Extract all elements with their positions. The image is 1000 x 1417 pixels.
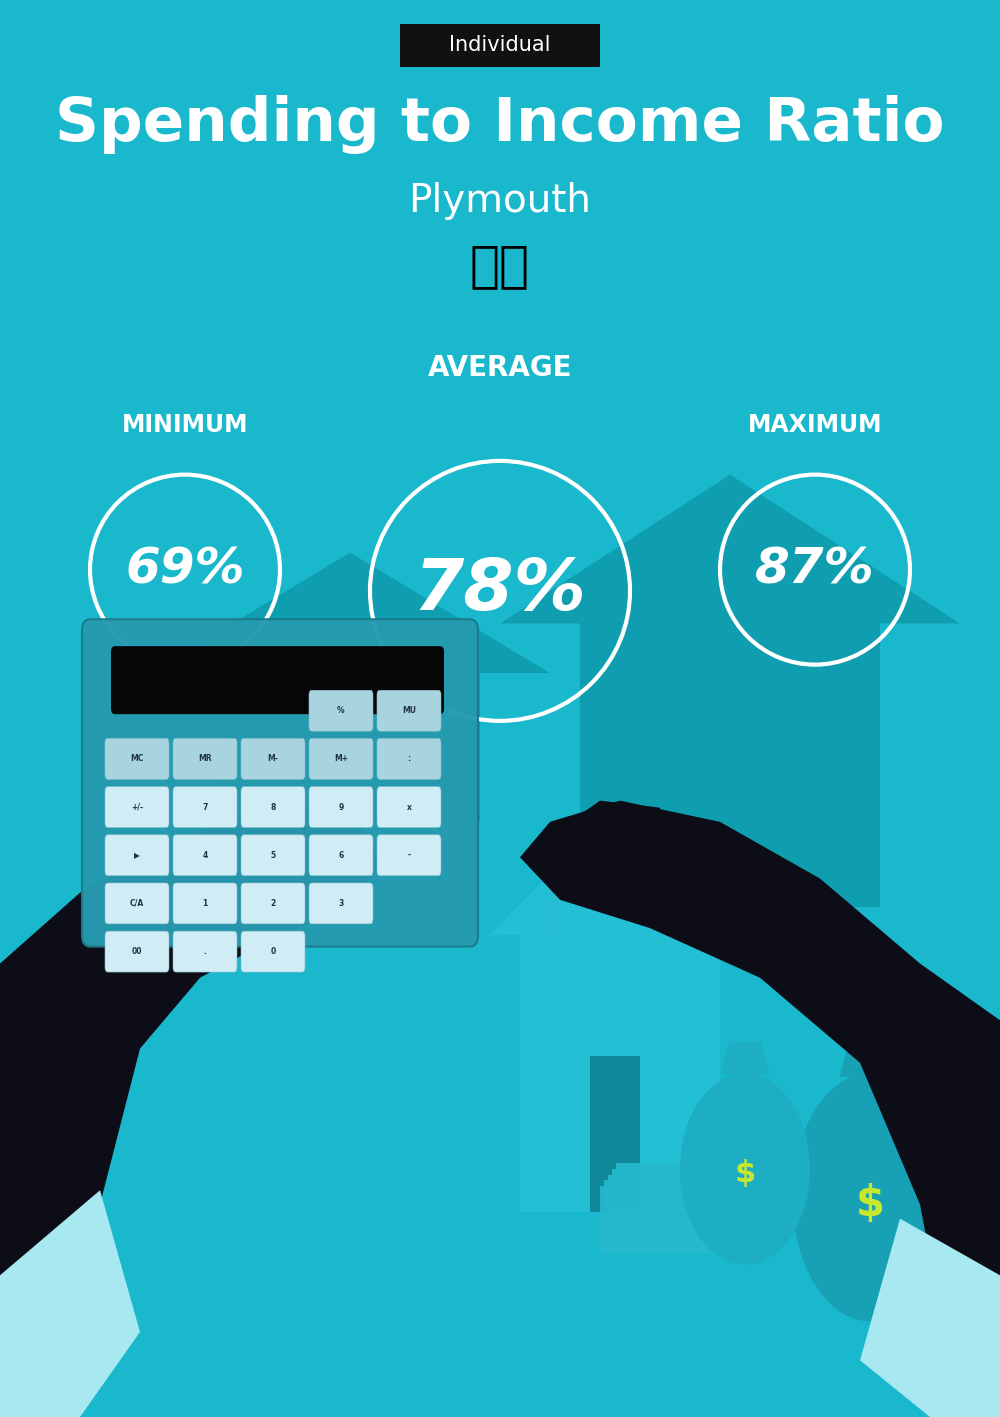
Text: 6: 6 <box>338 850 344 860</box>
Polygon shape <box>520 801 1000 1417</box>
Text: 2: 2 <box>270 898 276 908</box>
Text: MINIMUM: MINIMUM <box>122 414 248 436</box>
FancyBboxPatch shape <box>241 883 305 924</box>
FancyBboxPatch shape <box>105 883 169 924</box>
Text: AVERAGE: AVERAGE <box>428 354 572 383</box>
FancyBboxPatch shape <box>309 835 373 876</box>
Text: :: : <box>407 754 411 764</box>
Text: 7: 7 <box>202 802 208 812</box>
Text: MAXIMUM: MAXIMUM <box>748 414 882 436</box>
Text: 8: 8 <box>270 802 276 812</box>
Text: 4: 4 <box>202 850 208 860</box>
FancyBboxPatch shape <box>377 835 441 876</box>
Text: 9: 9 <box>338 802 344 812</box>
Text: C/A: C/A <box>130 898 144 908</box>
FancyBboxPatch shape <box>309 738 373 779</box>
FancyBboxPatch shape <box>377 738 441 779</box>
Text: Spending to Income Ratio: Spending to Income Ratio <box>55 95 945 154</box>
FancyBboxPatch shape <box>241 931 305 972</box>
Text: %: % <box>337 706 345 716</box>
FancyBboxPatch shape <box>105 738 169 779</box>
FancyBboxPatch shape <box>616 1163 786 1231</box>
Text: Plymouth: Plymouth <box>409 183 591 220</box>
Polygon shape <box>590 1056 640 1212</box>
Text: +/-: +/- <box>131 802 143 812</box>
Text: 🇬🇧: 🇬🇧 <box>470 242 530 290</box>
FancyBboxPatch shape <box>241 738 305 779</box>
Text: Individual: Individual <box>449 35 551 55</box>
Text: $: $ <box>734 1159 756 1187</box>
Text: $: $ <box>856 1183 885 1226</box>
FancyBboxPatch shape <box>105 835 169 876</box>
Text: MR: MR <box>198 754 212 764</box>
Text: -: - <box>407 850 411 860</box>
Polygon shape <box>580 623 880 907</box>
FancyBboxPatch shape <box>173 883 237 924</box>
FancyBboxPatch shape <box>309 883 373 924</box>
Polygon shape <box>0 808 380 1417</box>
FancyBboxPatch shape <box>377 690 441 731</box>
Text: 1: 1 <box>202 898 208 908</box>
Text: MU: MU <box>402 706 416 716</box>
Text: M-: M- <box>268 754 278 764</box>
FancyBboxPatch shape <box>173 738 237 779</box>
Text: M+: M+ <box>334 754 348 764</box>
FancyBboxPatch shape <box>608 1175 778 1243</box>
Polygon shape <box>220 836 340 907</box>
Text: 5: 5 <box>270 850 276 860</box>
Text: .: . <box>204 947 206 956</box>
Polygon shape <box>220 673 480 822</box>
FancyBboxPatch shape <box>105 786 169 828</box>
FancyBboxPatch shape <box>377 786 441 828</box>
Text: MC: MC <box>130 754 144 764</box>
FancyBboxPatch shape <box>111 646 444 714</box>
Text: 3: 3 <box>338 898 344 908</box>
Polygon shape <box>500 475 960 623</box>
FancyBboxPatch shape <box>82 619 478 947</box>
Ellipse shape <box>680 1074 810 1264</box>
Text: 87%: 87% <box>755 546 875 594</box>
FancyBboxPatch shape <box>173 786 237 828</box>
FancyBboxPatch shape <box>309 690 373 731</box>
Polygon shape <box>0 1190 140 1417</box>
Polygon shape <box>150 553 550 673</box>
Ellipse shape <box>792 1074 948 1321</box>
Polygon shape <box>840 1037 898 1077</box>
FancyBboxPatch shape <box>105 931 169 972</box>
Polygon shape <box>860 1219 1000 1417</box>
FancyBboxPatch shape <box>241 835 305 876</box>
Text: x: x <box>407 802 411 812</box>
FancyBboxPatch shape <box>600 1186 770 1254</box>
Polygon shape <box>540 801 660 879</box>
FancyBboxPatch shape <box>309 786 373 828</box>
FancyBboxPatch shape <box>173 931 237 972</box>
FancyBboxPatch shape <box>400 24 600 67</box>
Polygon shape <box>545 893 565 935</box>
FancyBboxPatch shape <box>604 1180 774 1248</box>
Text: 78%: 78% <box>414 557 586 625</box>
Text: 69%: 69% <box>125 546 245 594</box>
Text: 0: 0 <box>270 947 276 956</box>
Text: 00: 00 <box>132 947 142 956</box>
Polygon shape <box>490 801 750 935</box>
FancyBboxPatch shape <box>173 835 237 876</box>
FancyBboxPatch shape <box>241 786 305 828</box>
Polygon shape <box>720 1041 770 1074</box>
Text: ▶: ▶ <box>134 850 140 860</box>
FancyBboxPatch shape <box>612 1169 782 1237</box>
Polygon shape <box>520 935 720 1212</box>
